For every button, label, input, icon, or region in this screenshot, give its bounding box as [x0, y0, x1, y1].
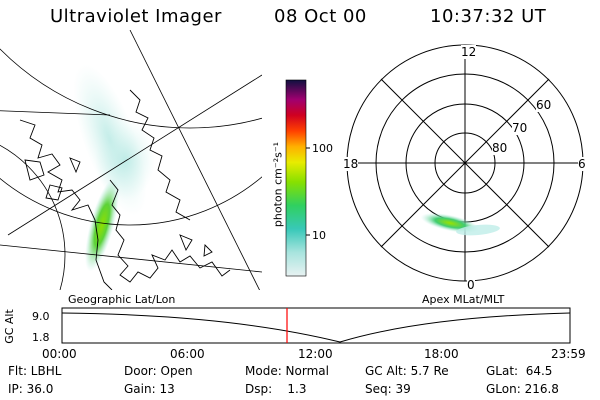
alt-xtick-1800: 18:00 — [424, 347, 459, 361]
coastline-3 — [129, 89, 191, 221]
status-ip: IP: 36.0 — [8, 382, 54, 396]
status-door: Door: Open — [124, 364, 193, 378]
status-filter: Flt: LBHL — [8, 364, 62, 378]
altitude-curve — [61, 312, 571, 343]
colorbar-scale — [285, 79, 307, 277]
coastline-2 — [109, 179, 231, 283]
polar-plot — [346, 44, 584, 282]
app-title: Ultraviolet Imager — [50, 6, 222, 27]
alt-ytick-bottom: 1.8 — [32, 331, 50, 344]
mlat-label-80: 80 — [492, 141, 508, 155]
auroral-emission — [85, 178, 119, 272]
colorbar — [285, 79, 310, 277]
mlt-label-12: 12 — [461, 45, 477, 59]
mlt-label-6: 6 — [578, 157, 586, 171]
polar-plot-caption: Apex MLat/MLT — [422, 293, 505, 306]
time-label: 10:37:32 UT — [430, 6, 547, 27]
altitude-plot-frame — [61, 307, 571, 344]
colorbar-unit-label: photon cm⁻²s⁻¹ — [271, 141, 285, 228]
status-dsp: Dsp: 1.3 — [245, 382, 307, 396]
mlat-label-60: 60 — [536, 98, 552, 112]
geographic-map — [0, 30, 262, 290]
colorbar-tick-100: 100 — [312, 142, 333, 155]
geo-map-caption: Geographic Lat/Lon — [68, 293, 176, 306]
status-glon: GLon: 216.8 — [486, 382, 559, 396]
polar-grid — [346, 44, 584, 282]
status-glat: GLat: 64.5 — [486, 364, 553, 378]
alt-ylabel: GC Alt — [2, 309, 16, 344]
status-mode: Mode: Normal — [245, 364, 329, 378]
alt-ytick-top: 9.0 — [32, 310, 50, 323]
alt-xtick-1200: 12:00 — [298, 347, 333, 361]
mlt-label-0: 0 — [467, 278, 475, 292]
date-label: 08 Oct 00 — [274, 6, 367, 27]
colorbar-tick-10: 10 — [312, 229, 326, 242]
status-gain: Gain: 13 — [124, 382, 175, 396]
alt-xtick-2359: 23:59 — [551, 347, 586, 361]
status-gc-alt: GC Alt: 5.7 Re — [365, 364, 449, 378]
coastline — [19, 119, 113, 290]
mlt-label-18: 18 — [343, 157, 359, 171]
altitude-plot — [61, 307, 571, 344]
mlat-label-70: 70 — [512, 121, 528, 135]
islands — [24, 157, 213, 257]
status-seq: Seq: 39 — [365, 382, 411, 396]
alt-xtick-0000: 00:00 — [42, 347, 77, 361]
auroral-oval-faint — [456, 224, 500, 236]
alt-xtick-0600: 06:00 — [170, 347, 205, 361]
